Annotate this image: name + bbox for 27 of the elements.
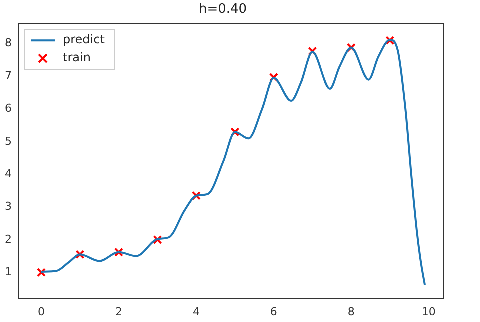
x-tick-label: 6 (270, 305, 278, 318)
chart-title: h=0.40 (198, 2, 248, 18)
legend-label: train (63, 50, 91, 65)
y-tick-label: 7 (5, 69, 12, 82)
y-tick-label: 8 (5, 36, 12, 50)
y-tick-label: 4 (5, 167, 12, 180)
y-tick-label: 6 (5, 102, 12, 116)
point (114, 248, 124, 257)
point (192, 191, 201, 200)
point (153, 235, 162, 245)
point (308, 46, 318, 56)
x-tick-label: 0 (38, 305, 45, 318)
point (76, 250, 85, 260)
y-tick-label: 3 (5, 200, 12, 214)
point (230, 128, 240, 137)
x-tick-label: 8 (348, 305, 355, 318)
y-tick-label: 2 (5, 232, 12, 246)
point (386, 36, 395, 46)
point (36, 268, 46, 278)
point (346, 43, 356, 52)
x-tick-label: 10 (422, 305, 436, 318)
y-tick-label: 5 (5, 134, 12, 148)
x-tick-label: 2 (115, 305, 122, 318)
legend-label: predict (63, 32, 106, 47)
y-tick-label: 1 (5, 266, 12, 279)
point (269, 72, 278, 82)
x-tick-label: 4 (192, 305, 200, 318)
